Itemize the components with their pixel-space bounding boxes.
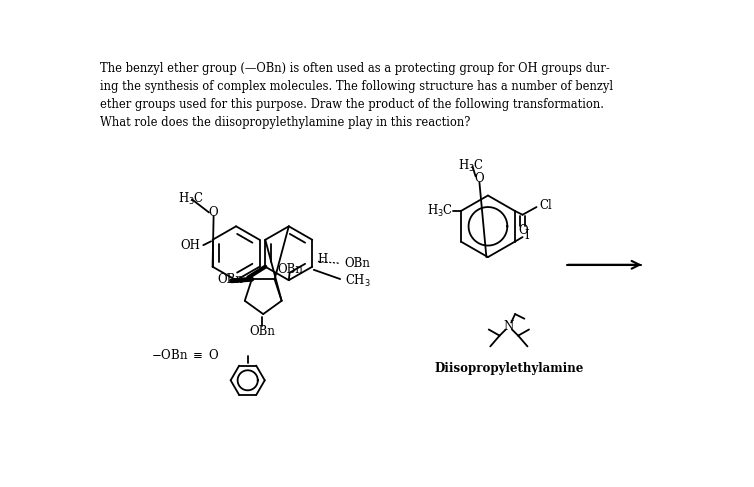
Text: Cl: Cl — [540, 199, 553, 212]
Text: OBn: OBn — [250, 325, 275, 338]
Text: I: I — [524, 229, 529, 242]
Text: H: H — [317, 253, 327, 265]
Text: OBn: OBn — [218, 273, 244, 285]
Text: CH$_3$: CH$_3$ — [345, 273, 371, 289]
Text: OH: OH — [180, 240, 200, 252]
Text: O: O — [209, 206, 219, 219]
Text: O: O — [474, 172, 484, 185]
Text: N: N — [504, 320, 514, 333]
Text: OBn: OBn — [277, 263, 303, 276]
Text: H$_3$C: H$_3$C — [178, 191, 204, 207]
Text: Diisopropylethylamine: Diisopropylethylamine — [434, 362, 584, 375]
Text: The benzyl ether group (—OBn) is often used as a protecting group for OH groups : The benzyl ether group (—OBn) is often u… — [100, 62, 613, 129]
Text: H$_3$C: H$_3$C — [428, 203, 453, 219]
Text: OBn: OBn — [345, 257, 371, 270]
Text: $-$OBn $\equiv$ O: $-$OBn $\equiv$ O — [151, 348, 219, 362]
Text: H$_3$C: H$_3$C — [458, 158, 485, 174]
Text: O: O — [519, 224, 528, 237]
